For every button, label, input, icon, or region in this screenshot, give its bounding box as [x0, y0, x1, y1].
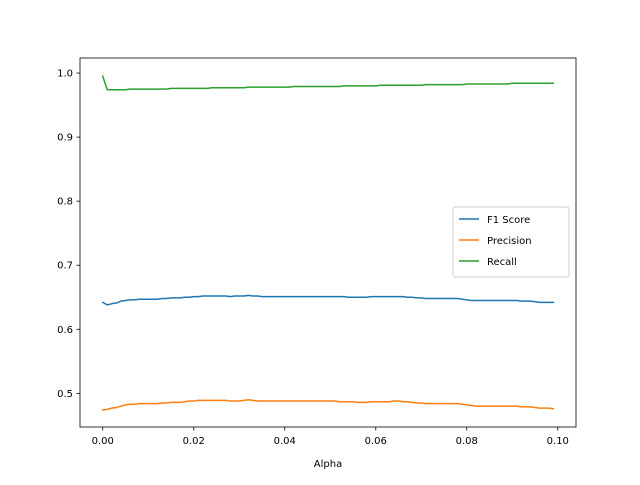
y-tick-label: 0.9: [57, 133, 73, 144]
series-line-precision: [101, 399, 555, 411]
x-tick-label: 0.06: [365, 436, 387, 447]
plot-frame: [79, 57, 577, 428]
x-tick-label: 0.10: [547, 436, 569, 447]
y-tick-label: 1.0: [57, 69, 73, 80]
series-line-recall: [101, 75, 554, 91]
x-tick-label: 0.04: [274, 436, 296, 447]
y-tick-label: 0.7: [57, 261, 73, 272]
y-tick-label: 0.6: [57, 325, 73, 336]
axes-layer: 0.00 0.02 0.04 0.06 0.08 0.10 0.5 0.6 0.7 0.8 0.9 1…: [57, 57, 577, 447]
x-axis-label: Alpha: [314, 459, 342, 470]
series-layer: [101, 75, 555, 411]
legend: F1 Score Precision Recall: [452, 206, 570, 278]
x-tick-label: 0.00: [92, 436, 114, 447]
legend-label: Precision: [487, 236, 532, 247]
y-tick-label: 0.5: [57, 389, 73, 400]
legend-label: Recall: [487, 257, 517, 268]
series-line-f1-score: [101, 294, 554, 306]
x-tick-label: 0.02: [183, 436, 205, 447]
legend-box: [452, 206, 570, 278]
x-tick-label: 0.08: [456, 436, 478, 447]
y-tick-label: 0.8: [57, 197, 73, 208]
legend-label: F1 Score: [487, 215, 530, 226]
